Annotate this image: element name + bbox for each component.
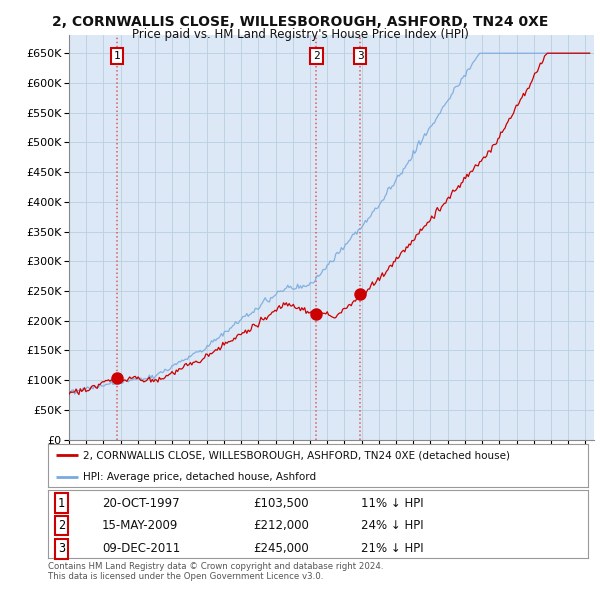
Text: Price paid vs. HM Land Registry's House Price Index (HPI): Price paid vs. HM Land Registry's House …	[131, 28, 469, 41]
Text: 09-DEC-2011: 09-DEC-2011	[102, 542, 180, 555]
Text: 21% ↓ HPI: 21% ↓ HPI	[361, 542, 424, 555]
Text: 2, CORNWALLIS CLOSE, WILLESBOROUGH, ASHFORD, TN24 0XE: 2, CORNWALLIS CLOSE, WILLESBOROUGH, ASHF…	[52, 15, 548, 29]
Text: 3: 3	[357, 51, 364, 61]
Text: £245,000: £245,000	[253, 542, 309, 555]
Text: This data is licensed under the Open Government Licence v3.0.: This data is licensed under the Open Gov…	[48, 572, 323, 581]
Text: 1: 1	[114, 51, 121, 61]
Text: 2, CORNWALLIS CLOSE, WILLESBOROUGH, ASHFORD, TN24 0XE (detached house): 2, CORNWALLIS CLOSE, WILLESBOROUGH, ASHF…	[83, 450, 510, 460]
Text: 20-OCT-1997: 20-OCT-1997	[102, 497, 179, 510]
Text: 3: 3	[58, 542, 65, 555]
Text: 24% ↓ HPI: 24% ↓ HPI	[361, 519, 424, 532]
Text: £212,000: £212,000	[253, 519, 309, 532]
Text: 2: 2	[313, 51, 320, 61]
Text: 1: 1	[58, 497, 65, 510]
Text: HPI: Average price, detached house, Ashford: HPI: Average price, detached house, Ashf…	[83, 473, 316, 483]
Text: Contains HM Land Registry data © Crown copyright and database right 2024.: Contains HM Land Registry data © Crown c…	[48, 562, 383, 571]
Text: £103,500: £103,500	[253, 497, 309, 510]
Text: 2: 2	[58, 519, 65, 532]
Text: 11% ↓ HPI: 11% ↓ HPI	[361, 497, 424, 510]
Text: 15-MAY-2009: 15-MAY-2009	[102, 519, 178, 532]
